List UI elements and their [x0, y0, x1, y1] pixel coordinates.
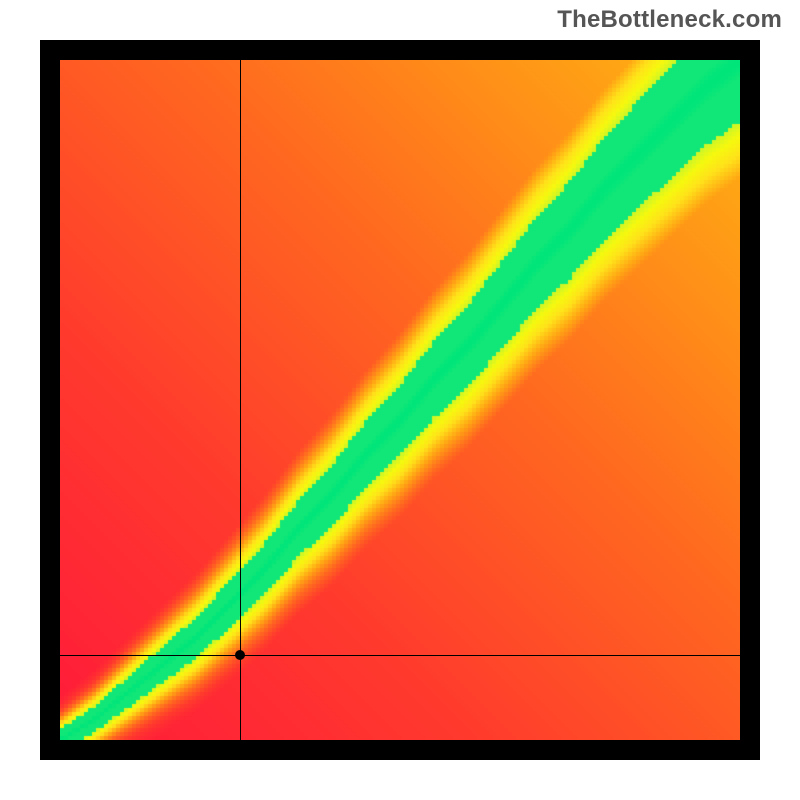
plot-outer-frame: [40, 40, 760, 760]
heatmap-canvas: [60, 60, 740, 740]
crosshair-horizontal: [60, 655, 740, 656]
watermark-text: TheBottleneck.com: [557, 6, 782, 34]
crosshair-vertical: [240, 60, 241, 740]
selection-marker-dot: [235, 650, 245, 660]
plot-inner-area: [60, 60, 740, 740]
